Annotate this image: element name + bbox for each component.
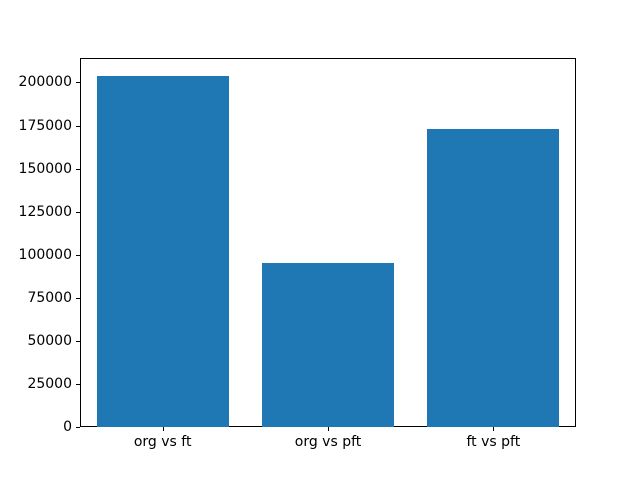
- y-tick-mark: [76, 254, 80, 256]
- y-tick-mark: [76, 297, 80, 299]
- y-tick-label: 175000: [18, 117, 72, 134]
- y-tick-mark: [76, 82, 80, 84]
- y-tick-mark: [76, 168, 80, 170]
- y-tick-label: 150000: [18, 160, 72, 177]
- y-tick-label: 0: [63, 419, 72, 435]
- y-tick-mark: [76, 340, 80, 342]
- y-tick-label: 25000: [27, 375, 72, 392]
- x-tick-mark: [162, 427, 164, 431]
- y-tick-label: 50000: [27, 332, 72, 349]
- x-tick-label: ft vs pft: [466, 434, 521, 450]
- y-tick-label: 200000: [18, 74, 72, 91]
- bar-ft-vs-pft: [427, 128, 560, 427]
- x-tick-mark: [328, 427, 329, 431]
- x-tick-label: org vs ft: [133, 434, 192, 450]
- y-tick-mark: [76, 427, 80, 428]
- y-tick-mark: [76, 383, 80, 385]
- y-tick-label: 75000: [27, 289, 72, 306]
- y-tick-mark: [76, 125, 80, 127]
- x-tick-mark: [493, 427, 495, 431]
- bar-org-vs-pft: [261, 263, 395, 427]
- bar-org-vs-ft: [96, 75, 229, 427]
- y-tick-mark: [76, 211, 80, 213]
- x-tick-label: org vs pft: [294, 434, 362, 450]
- y-tick-label: 100000: [18, 246, 72, 263]
- y-tick-label: 125000: [18, 203, 72, 220]
